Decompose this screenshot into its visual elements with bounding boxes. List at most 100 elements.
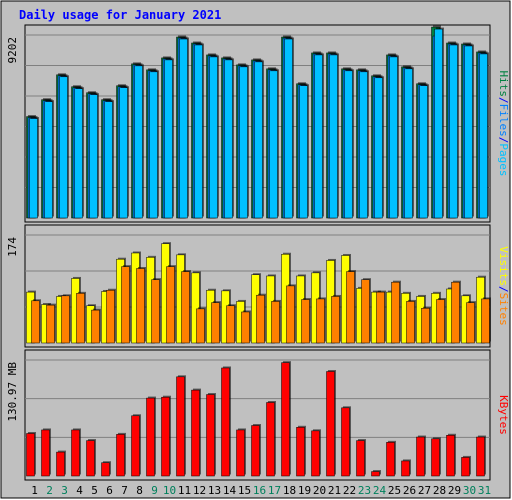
bar-pages-day-17 [269, 70, 278, 219]
day-label-31: 31 [478, 484, 491, 497]
bar-sites-day-16 [256, 294, 265, 344]
bar-kbytes-day-26 [401, 460, 410, 477]
bar-sites-day-1 [31, 300, 40, 344]
day-label-9: 9 [151, 484, 158, 497]
day-label-20: 20 [313, 484, 326, 497]
bar-pages-day-20 [314, 54, 323, 219]
day-label-10: 10 [163, 484, 176, 497]
bar-sites-day-31 [481, 298, 490, 344]
legend-separator: / [497, 286, 510, 293]
bar-sites-day-29 [451, 281, 460, 344]
bar-kbytes-day-15 [236, 429, 245, 477]
bar-pages-day-25 [389, 56, 398, 219]
day-label-11: 11 [178, 484, 191, 497]
bar-kbytes-day-22 [341, 407, 350, 477]
bar-pages-day-9 [149, 71, 158, 219]
day-label-1: 1 [31, 484, 38, 497]
legend-entry-visits: Visits [497, 246, 510, 286]
legend-separator: / [497, 137, 510, 144]
bar-kbytes-day-4 [71, 429, 80, 477]
bar-kbytes-day-14 [221, 367, 230, 477]
bar-sites-day-3 [61, 295, 70, 344]
bar-pages-day-23 [359, 71, 368, 219]
bar-kbytes-day-2 [41, 429, 50, 477]
legend-entry-files: Files [497, 104, 510, 137]
day-label-3: 3 [61, 484, 68, 497]
bar-sites-day-7 [121, 266, 130, 344]
bar-pages-day-27 [419, 85, 428, 219]
bar-sites-day-4 [76, 293, 85, 344]
legend-separator: / [497, 97, 510, 104]
day-label-23: 23 [358, 484, 371, 497]
day-label-5: 5 [91, 484, 98, 497]
day-label-27: 27 [418, 484, 431, 497]
bar-sites-day-13 [211, 302, 220, 344]
bar-pages-day-1 [29, 118, 38, 219]
bar-kbytes-day-19 [296, 427, 305, 477]
day-label-6: 6 [106, 484, 113, 497]
bar-pages-day-19 [299, 85, 308, 219]
bar-kbytes-day-13 [206, 394, 215, 477]
bar-kbytes-day-29 [446, 435, 455, 477]
bar-kbytes-day-9 [146, 397, 155, 477]
bar-pages-day-10 [164, 59, 173, 219]
bar-kbytes-day-6 [101, 462, 110, 477]
day-label-19: 19 [298, 484, 311, 497]
y-max-label-hits-files-pages: 9202 [6, 37, 19, 64]
bar-sites-day-12 [196, 308, 205, 344]
day-label-7: 7 [121, 484, 128, 497]
bar-pages-day-28 [434, 28, 443, 219]
day-label-4: 4 [76, 484, 83, 497]
bar-kbytes-day-16 [251, 425, 260, 477]
bar-pages-day-22 [344, 70, 353, 219]
day-label-12: 12 [193, 484, 206, 497]
bar-pages-day-24 [374, 77, 383, 219]
bar-kbytes-day-27 [416, 436, 425, 477]
bar-sites-day-15 [241, 311, 250, 344]
day-label-29: 29 [448, 484, 461, 497]
bar-kbytes-day-8 [131, 415, 140, 477]
bar-pages-day-11 [179, 38, 188, 219]
bar-pages-day-5 [89, 94, 98, 219]
day-label-28: 28 [433, 484, 446, 497]
bar-kbytes-day-25 [386, 442, 395, 477]
bar-sites-day-2 [46, 304, 55, 344]
bar-kbytes-day-7 [116, 434, 125, 477]
bar-kbytes-day-20 [311, 430, 320, 477]
bar-pages-day-3 [59, 76, 68, 219]
bar-sites-day-21 [331, 296, 340, 344]
bar-sites-day-26 [406, 301, 415, 344]
bar-sites-day-10 [166, 266, 175, 344]
bar-pages-day-26 [404, 68, 413, 219]
day-label-8: 8 [136, 484, 143, 497]
chart-title: Daily usage for January 2021 [19, 8, 221, 22]
bar-sites-day-9 [151, 279, 160, 344]
day-label-24: 24 [373, 484, 387, 497]
day-label-15: 15 [238, 484, 251, 497]
bar-pages-day-7 [119, 87, 128, 219]
bar-sites-day-22 [346, 271, 355, 344]
day-label-26: 26 [403, 484, 416, 497]
day-label-13: 13 [208, 484, 221, 497]
bar-sites-day-24 [376, 291, 385, 344]
bar-sites-day-27 [421, 307, 430, 344]
day-label-2: 2 [46, 484, 53, 497]
bar-sites-day-20 [316, 298, 325, 344]
bar-pages-day-13 [209, 56, 218, 219]
bar-kbytes-day-31 [476, 436, 485, 477]
bar-pages-day-8 [134, 65, 143, 219]
legend-kbytes: KBytes [497, 395, 510, 435]
day-label-16: 16 [253, 484, 266, 497]
bar-kbytes-day-11 [176, 376, 185, 477]
bar-sites-day-5 [91, 309, 100, 344]
bar-kbytes-day-28 [431, 438, 440, 477]
bar-sites-day-11 [181, 271, 190, 344]
bar-kbytes-day-5 [86, 440, 95, 477]
y-max-label-kbytes: 130.97 MB [6, 362, 19, 422]
bar-sites-day-8 [136, 268, 145, 344]
bar-sites-day-19 [301, 299, 310, 344]
legend-entry-pages: Pages [497, 143, 510, 176]
bar-pages-day-18 [284, 38, 293, 219]
bar-pages-day-21 [329, 54, 338, 219]
